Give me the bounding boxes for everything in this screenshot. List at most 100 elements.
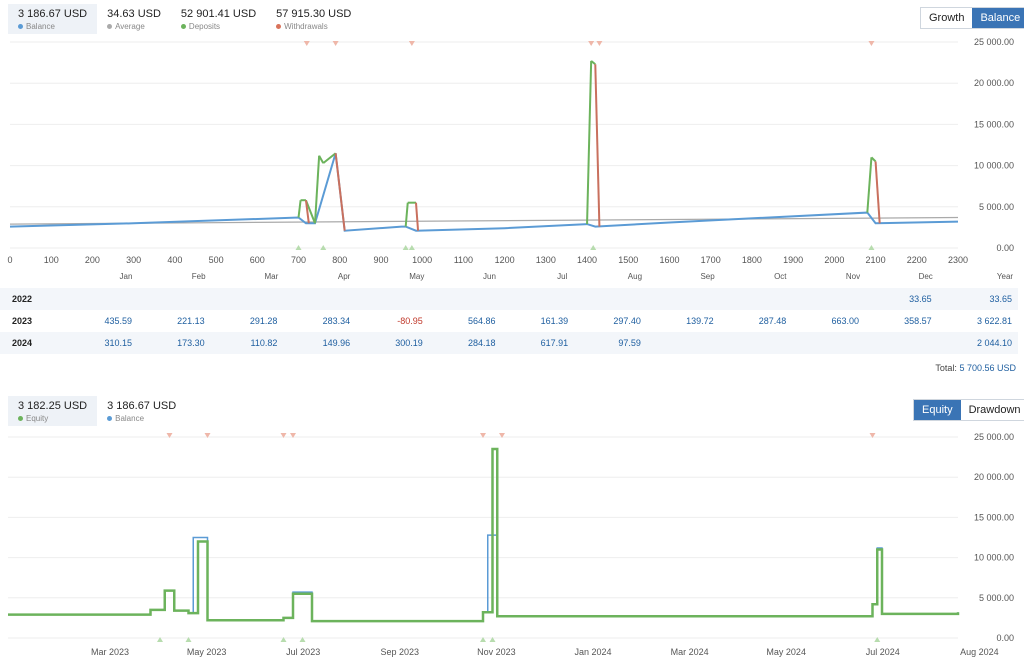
y-tick-label: 10 000.00 xyxy=(974,553,1014,563)
total-row: Total: 5 700.56 USD xyxy=(935,363,1016,373)
y-tick-label: 10 000.00 xyxy=(974,161,1014,171)
balance-line xyxy=(8,534,959,622)
legend-dot-icon xyxy=(107,24,113,29)
x-date-label: May 2024 xyxy=(766,647,806,657)
deposit-marker xyxy=(320,245,327,250)
month-label: Oct xyxy=(774,272,787,281)
legend-dot-icon xyxy=(276,24,282,29)
withdrawal-marker xyxy=(588,41,595,46)
table-cell: 149.96 xyxy=(322,338,351,348)
legend-value: 52 901.41 USD xyxy=(180,8,257,20)
withdrawal-marker xyxy=(303,41,310,46)
deposit-segment xyxy=(322,152,337,164)
growth-button[interactable]: Growth xyxy=(929,12,965,24)
month-label: May xyxy=(409,272,424,281)
legend-value: 34.63 USD xyxy=(107,8,161,20)
deposit-marker xyxy=(489,637,496,642)
top-legend-item[interactable]: 57 915.30 USD Withdrawals xyxy=(266,4,361,34)
table-cell: 3 622.81 xyxy=(976,316,1012,326)
deposit-segment xyxy=(305,199,316,224)
table-cell: 2 044.10 xyxy=(976,338,1012,348)
x-tick-label: 800 xyxy=(332,255,347,265)
table-cell: 300.19 xyxy=(395,338,423,348)
deposit-segment xyxy=(590,60,596,66)
legend-label: Withdrawals xyxy=(276,22,351,31)
y-tick-label: 15 000.00 xyxy=(974,512,1014,522)
table-cell: 283.34 xyxy=(322,316,351,326)
table-cell: 284.18 xyxy=(467,338,496,348)
table-row: 2024 310.15 173.30 110.82 149.96 300.19 284.18… xyxy=(0,332,1018,354)
legend-value: 3 186.67 USD xyxy=(18,8,88,20)
deposit-segment xyxy=(586,60,593,225)
total-label: Total: xyxy=(935,363,957,373)
table-row: 2022 33.65 33.65 xyxy=(0,288,1018,310)
withdrawal-segment xyxy=(414,202,420,231)
x-date-label: Jul 2023 xyxy=(286,647,320,657)
x-tick-label: 400 xyxy=(167,255,182,265)
table-cell: 139.72 xyxy=(686,316,714,326)
x-tick-label: 1300 xyxy=(536,255,556,265)
bottom-legend-item[interactable]: 3 182.25 USD Equity xyxy=(8,396,98,426)
balance-button[interactable]: Balance xyxy=(972,8,1024,28)
deposit-marker xyxy=(185,637,192,642)
withdrawal-marker xyxy=(408,41,415,46)
legend-dot-icon xyxy=(107,416,113,421)
withdrawal-marker xyxy=(499,433,505,438)
month-label: Jan xyxy=(120,272,133,281)
x-tick-label: 1800 xyxy=(742,255,762,265)
row-year: 2022 xyxy=(12,294,33,304)
table-cell: 310.15 xyxy=(104,338,132,348)
x-tick-label: 1500 xyxy=(618,255,638,265)
x-date-label: Jul 2024 xyxy=(866,647,900,657)
legend-dot-icon xyxy=(180,24,186,29)
y-tick-label: 20 000.00 xyxy=(974,472,1014,482)
deposit-segment xyxy=(314,155,321,224)
x-tick-label: 500 xyxy=(209,255,224,265)
x-date-label: Aug 2024 xyxy=(960,647,999,657)
x-tick-label: 700 xyxy=(291,255,306,265)
month-label: Sep xyxy=(700,272,715,281)
x-tick-label: 600 xyxy=(250,255,265,265)
table-cell: 297.40 xyxy=(613,316,641,326)
table-cell: 287.48 xyxy=(758,316,787,326)
equity-line xyxy=(8,447,960,623)
deposit-marker xyxy=(402,245,409,250)
top-legend-item[interactable]: 52 901.41 USD Deposits xyxy=(171,4,266,34)
y-tick-label: 15 000.00 xyxy=(974,119,1014,129)
table-cell: 161.39 xyxy=(540,316,569,326)
y-tick-label: 20 000.00 xyxy=(974,78,1014,88)
x-tick-label: 0 xyxy=(7,255,12,265)
drawdown-button[interactable]: Drawdown xyxy=(968,404,1021,416)
x-date-label: Nov 2023 xyxy=(477,647,516,657)
month-label: Jun xyxy=(483,272,496,281)
deposit-marker xyxy=(480,637,486,642)
y-tick-label: 0.00 xyxy=(996,243,1014,253)
deposit-marker xyxy=(157,637,163,642)
x-tick-label: 900 xyxy=(373,255,388,265)
withdrawal-marker xyxy=(596,41,603,46)
legend-label: Average xyxy=(107,22,161,31)
total-value: 5 700.56 USD xyxy=(959,363,1016,373)
y-tick-label: 5 000.00 xyxy=(979,593,1014,603)
row-year: 2024 xyxy=(12,338,33,348)
table-cell: 663.00 xyxy=(831,316,859,326)
deposit-marker xyxy=(299,637,306,642)
deposit-segment xyxy=(297,200,302,218)
top-legend-item[interactable]: 34.63 USD Average xyxy=(97,4,171,34)
x-tick-label: 1200 xyxy=(495,255,515,265)
y-tick-label: 0.00 xyxy=(996,633,1014,643)
table-cell: 358.57 xyxy=(904,316,932,326)
deposit-marker xyxy=(868,245,875,250)
deposit-segment xyxy=(404,202,409,227)
x-tick-label: 100 xyxy=(44,255,59,265)
top-legend-item[interactable]: 3 186.67 USD Balance xyxy=(8,4,98,34)
table-cell: 221.13 xyxy=(177,316,205,326)
month-label: Apr xyxy=(338,272,351,281)
y-tick-label: 25 000.00 xyxy=(974,432,1014,442)
withdrawal-segment xyxy=(594,64,601,227)
equity-button[interactable]: Equity xyxy=(914,400,961,420)
bottom-legend-item[interactable]: 3 186.67 USD Balance xyxy=(97,396,186,426)
x-date-label: Mar 2024 xyxy=(671,647,709,657)
table-cell: 173.30 xyxy=(177,338,205,348)
withdrawal-segment xyxy=(304,200,310,224)
